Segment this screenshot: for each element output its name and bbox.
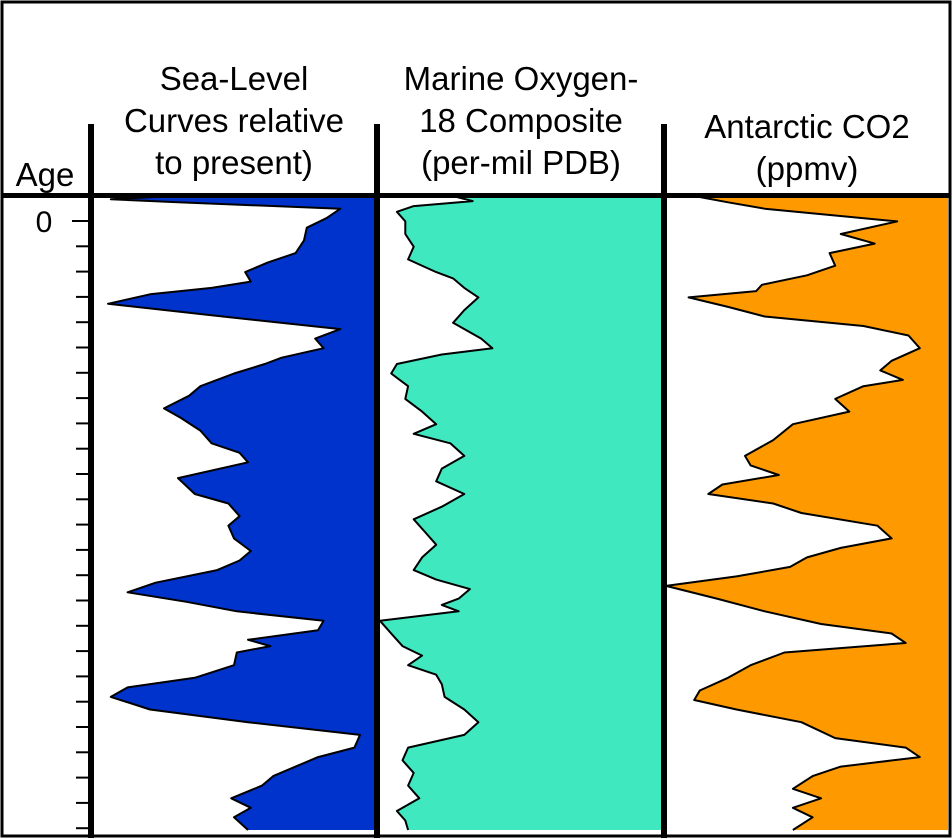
sea-level-header: Sea-Level Curves relative to present) [94,58,374,184]
age-axis-line [88,124,94,838]
co2-header-line: (ppmv) [755,150,859,187]
sea-level-header-line: Curves relative [123,102,345,139]
panel-fills [107,195,948,831]
oxygen-curve [379,195,494,831]
sea-level-header-line: Sea-Level [159,60,309,97]
panel-divider [374,124,380,838]
oxygen-header-line: 18 Composite [419,102,623,139]
sea-level-curve [107,195,361,831]
age-header: Age [4,154,86,196]
sea-level-area [108,196,374,830]
header-divider [2,193,950,198]
co2-header: Antarctic CO2 (ppmv) [666,106,948,190]
oxygen-header-line: Marine Oxygen- [403,60,639,97]
co2-curve [665,195,921,831]
age-axis-ticks [72,220,88,830]
age-tick-label: 0 [36,206,53,239]
age-header-line: Age [15,156,75,193]
oxygen-header-line: (per-mil PDB) [421,144,621,181]
oxygen-header: Marine Oxygen- 18 Composite (per-mil PDB… [380,58,662,184]
co2-header-line: Antarctic CO2 [704,108,910,145]
oxygen-area [380,196,661,830]
sea-level-header-line: to present) [155,144,313,181]
panel-divider [661,124,667,838]
